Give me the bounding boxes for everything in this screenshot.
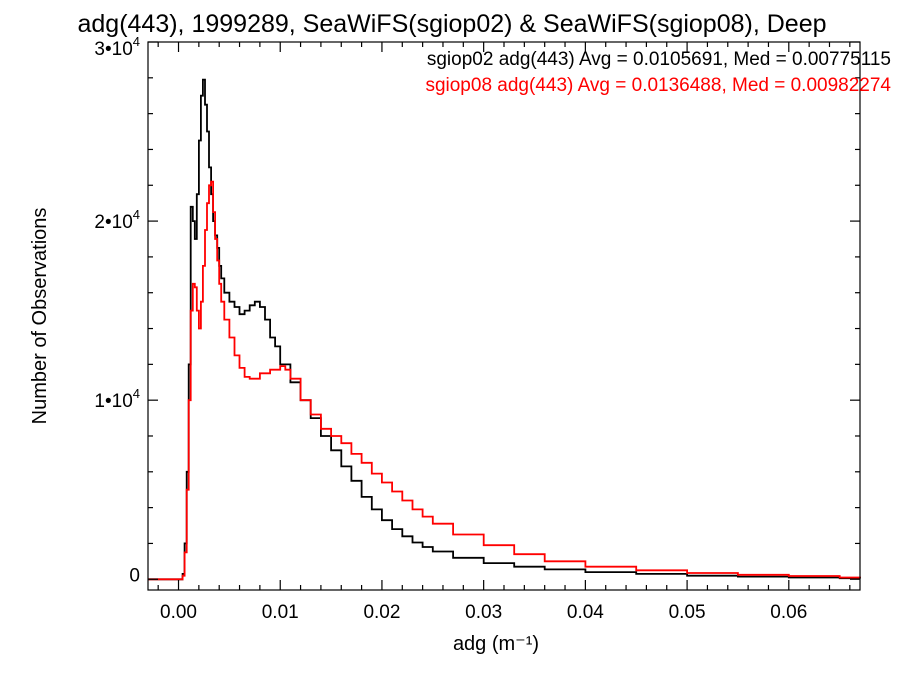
y-tick-label: 1•104 (94, 386, 140, 412)
y-tick-labels: 0 1•104 2•104 3•104 (94, 34, 140, 586)
x-tick-label: 0.01 (262, 602, 299, 623)
series-line-2 (148, 180, 861, 581)
y-axis-label: Number of Observations (29, 208, 51, 425)
plot-lines (148, 78, 861, 581)
axis-ticks (148, 41, 860, 590)
y-tick-label: 2•104 (94, 207, 140, 233)
x-axis-label: adg (m⁻¹) (453, 633, 539, 655)
y-tick-label: 0 (129, 565, 140, 586)
x-tick-label: 0.03 (465, 602, 502, 623)
x-tick-label: 0.05 (669, 602, 706, 623)
legend-entry-sgiop02: sgiop02 adg(443) Avg = 0.0105691, Med = … (427, 49, 891, 70)
x-tick-label: 0.04 (567, 602, 604, 623)
x-tick-label: 0.02 (363, 602, 400, 623)
legend-entry-sgiop08: sgiop08 adg(443) Avg = 0.0136488, Med = … (425, 75, 891, 96)
chart-title: adg(443), 1999289, SeaWiFS(sgiop02) & Se… (77, 10, 826, 38)
x-tick-labels: 0.00 0.01 0.02 0.03 0.04 0.05 0.06 (160, 602, 807, 623)
x-tick-label: 0.06 (770, 602, 807, 623)
x-tick-label: 0.00 (160, 602, 197, 623)
y-tick-label: 3•104 (94, 34, 140, 60)
series-line-1 (148, 78, 861, 581)
plot-frame (147, 41, 861, 591)
